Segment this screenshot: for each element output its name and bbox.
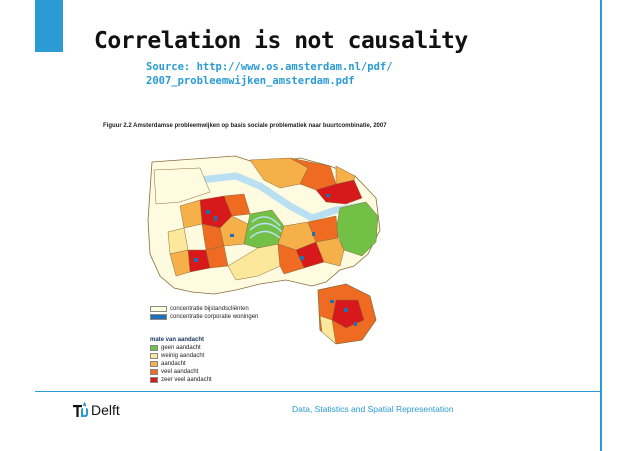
figure-caption: Figuur 2.2 Amsterdamse probleemwijken op… <box>103 123 387 129</box>
legend-label: veel aandacht <box>161 369 199 375</box>
map-corporate-housing-marker <box>312 232 315 236</box>
amsterdam-problem-districts-map <box>140 150 398 348</box>
legend-overlay-item: concentratie bijstandscliënten <box>150 305 258 313</box>
tu-flame-icon <box>73 402 88 417</box>
map-corporate-housing-marker <box>330 300 334 303</box>
map-district <box>277 243 305 275</box>
legend-swatch <box>150 353 158 359</box>
map-canal-ring <box>249 230 283 241</box>
tu-delft-logo: Delft <box>72 401 120 419</box>
slide-title: Correlation is not causality <box>94 28 468 54</box>
map-corporate-housing-marker <box>194 258 198 262</box>
map-corporate-housing-marker <box>230 234 234 237</box>
footer-divider <box>35 391 602 392</box>
map-district <box>205 245 229 269</box>
legend-label: aandacht <box>161 361 186 367</box>
map-legend: concentratie bijstandscliënten concentra… <box>150 305 258 384</box>
legend-overlay-item: concentratie corporatie woningen <box>150 313 258 321</box>
map-corporate-housing-marker <box>300 256 304 260</box>
map-corporate-housing-marker <box>326 194 330 197</box>
legend-swatch <box>150 361 158 367</box>
legend-label: zeer veel aandacht <box>161 377 212 383</box>
legend-swatch <box>150 345 158 351</box>
legend-scale-item: aandacht <box>150 360 258 368</box>
accent-bar <box>35 0 63 52</box>
map-graphic <box>147 155 381 345</box>
legend-swatch <box>150 306 167 312</box>
legend-scale-item: weinig aandacht <box>150 352 258 360</box>
map-ij-waterway <box>158 172 366 222</box>
legend-scale-title: mate van aandacht <box>150 336 205 343</box>
right-accent-rule <box>600 0 602 451</box>
legend-scale-item: zeer veel aandacht <box>150 376 258 384</box>
logo-text: Delft <box>91 402 120 418</box>
legend-swatch <box>150 314 167 320</box>
map-corporate-housing-marker <box>354 322 357 326</box>
map-district <box>335 165 356 185</box>
map-corporate-housing-marker <box>214 216 217 221</box>
map-canal-ring <box>249 222 283 233</box>
source-line-1: Source: http://www.os.amsterdam.nl/pdf/ <box>146 61 393 73</box>
source-line-2: 2007_probleemwijken_amsterdam.pdf <box>146 75 355 87</box>
legend-label: geen aandacht <box>161 345 201 351</box>
source-citation: Source: http://www.os.amsterdam.nl/pdf/ … <box>146 60 393 88</box>
map-district <box>319 315 337 345</box>
map-corporate-housing-marker <box>206 210 210 214</box>
map-canal-ring <box>251 216 281 227</box>
map-district <box>169 249 191 277</box>
legend-swatch <box>150 369 158 375</box>
legend-scale-item: veel aandacht <box>150 368 258 376</box>
footer-course-title: Data, Statistics and Spatial Representat… <box>292 404 454 414</box>
legend-label: concentratie corporatie woningen <box>170 314 259 320</box>
map-district <box>315 237 345 267</box>
map-harbour-area <box>153 167 211 205</box>
legend-label: weinig aandacht <box>161 353 205 359</box>
map-corporate-housing-marker <box>344 308 348 312</box>
legend-scale-item: geen aandacht <box>150 344 258 352</box>
legend-label: concentratie bijstandscliënten <box>170 306 249 312</box>
legend-swatch <box>150 377 158 383</box>
